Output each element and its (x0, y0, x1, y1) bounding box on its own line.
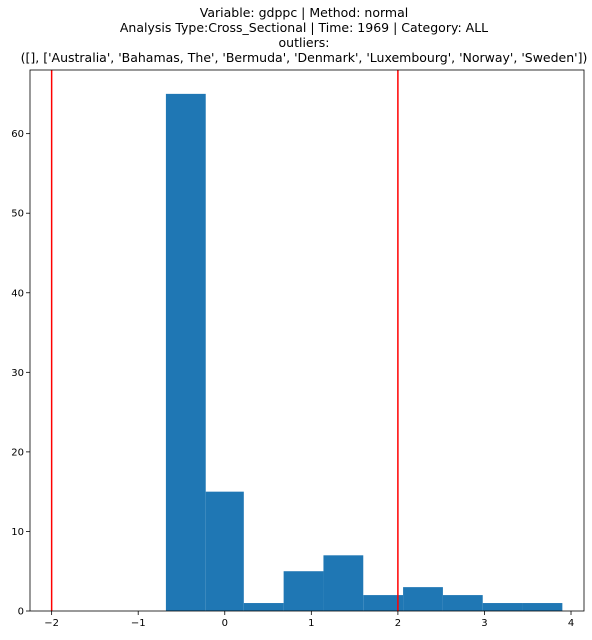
y-tick-label-1: 10 (11, 527, 24, 538)
y-tick-label-2: 20 (11, 447, 24, 458)
title-line-3: outliers: (279, 35, 330, 50)
x-tick-label-0: −2 (44, 618, 59, 629)
bars-group (165, 93, 563, 611)
x-tick-label-5: 3 (481, 618, 487, 629)
y-tick-label-0: 0 (18, 607, 24, 618)
histogram-bar-1 (205, 491, 244, 611)
histogram-bar-3 (283, 571, 324, 611)
y-tick-label-5: 50 (11, 209, 24, 220)
x-tick-label-2: 0 (222, 618, 228, 629)
histogram-bar-2 (243, 603, 284, 611)
axes-group (29, 69, 585, 612)
x-tick-label-3: 1 (308, 618, 314, 629)
title-line-1: Variable: gdppc | Method: normal (200, 5, 408, 20)
histogram-bar-9 (522, 603, 563, 611)
y-ticks-group: 0 10 20 30 40 50 60 (11, 129, 30, 618)
x-tick-label-4: 2 (395, 618, 401, 629)
x-tick-label-6: 4 (568, 618, 574, 629)
plot-frame (29, 69, 585, 612)
y-tick-label-3: 30 (11, 368, 24, 379)
reference-lines-group (50, 70, 399, 611)
histogram-bar-0 (165, 93, 206, 611)
y-tick-label-6: 60 (11, 129, 24, 140)
histogram-bar-7 (442, 595, 483, 611)
title-line-4: ([], ['Australia', 'Bahamas, The', 'Berm… (21, 50, 588, 65)
histogram-bar-4 (323, 555, 364, 611)
x-tick-label-1: −1 (131, 618, 146, 629)
x-ticks-group: −2 −1 0 1 2 3 4 (44, 611, 574, 629)
y-tick-label-4: 40 (11, 288, 24, 299)
histogram-bar-5 (363, 595, 404, 611)
histogram-bar-8 (482, 603, 523, 611)
histogram-bar-6 (403, 587, 443, 611)
chart-title: Variable: gdppc | Method: normal Analysi… (21, 5, 588, 65)
title-line-2: Analysis Type:Cross_Sectional | Time: 19… (120, 20, 488, 35)
